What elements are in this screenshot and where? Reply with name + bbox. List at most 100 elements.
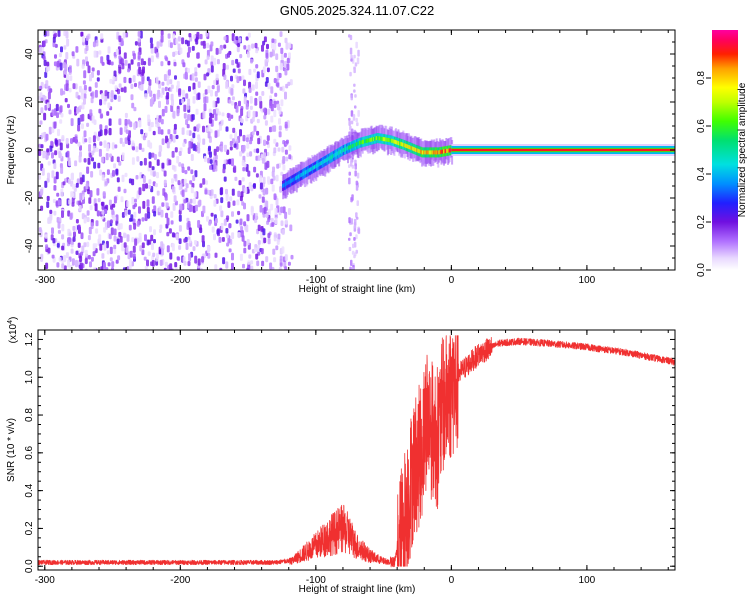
noise-cell [85, 183, 89, 190]
noise-cell [130, 59, 134, 65]
spike-cell [350, 58, 353, 62]
noise-cell [53, 121, 57, 129]
noise-cell [192, 132, 196, 139]
noise-cell [42, 55, 46, 60]
spike-cell [348, 117, 351, 121]
noise-cell [192, 34, 196, 39]
noise-cell [161, 202, 165, 207]
noise-cell [213, 162, 217, 170]
colorbar-tick-label: 0.4 [696, 167, 707, 181]
noise-cell [105, 153, 109, 161]
noise-cell [38, 148, 42, 156]
noise-cell [187, 166, 191, 171]
noise-cell [79, 105, 82, 110]
noise-cell [100, 33, 104, 40]
noise-cell [54, 43, 58, 48]
noise-cell [188, 239, 192, 244]
noise-cell [135, 175, 139, 180]
noise-cell [242, 144, 246, 152]
noise-cell [77, 124, 81, 132]
noise-cell [280, 206, 284, 213]
noise-cell [210, 212, 214, 217]
noise-cell [160, 30, 164, 36]
noise-cell [142, 200, 146, 209]
noise-cell [126, 234, 130, 242]
noise-cell [110, 61, 114, 66]
noise-cell [100, 56, 104, 64]
noise-cell [158, 206, 162, 213]
noise-cell [167, 60, 171, 66]
noise-cell [99, 243, 103, 251]
noise-cell [184, 170, 188, 175]
noise-cell [254, 212, 258, 220]
noise-cell [46, 201, 50, 208]
noise-cell [136, 220, 140, 227]
noise-cell [53, 162, 57, 170]
snr-xtick-label: -200 [170, 575, 190, 586]
noise-cell [164, 193, 168, 201]
noise-cell [64, 63, 68, 72]
noise-cell [101, 156, 104, 163]
noise-cell [194, 255, 198, 264]
noise-cell [89, 261, 92, 268]
noise-cell [64, 98, 68, 103]
noise-cell [235, 219, 239, 224]
noise-cell [137, 37, 141, 43]
noise-cell [118, 231, 122, 238]
noise-cell [197, 137, 201, 144]
noise-cell [141, 249, 145, 256]
noise-cell [213, 199, 217, 207]
noise-cell [113, 94, 117, 100]
spectrogram-xlabel: Height of straight line (km) [299, 284, 416, 295]
noise-cell [273, 109, 277, 118]
noise-cell [219, 267, 223, 270]
noise-cell [208, 145, 211, 152]
noise-cell [118, 83, 122, 88]
noise-cell [125, 31, 129, 38]
noise-cell [228, 248, 232, 253]
noise-cell [288, 154, 292, 160]
noise-cell [242, 263, 245, 269]
noise-cell [239, 151, 243, 157]
noise-cell [205, 96, 209, 104]
noise-cell [68, 199, 72, 205]
noise-cell [98, 234, 102, 242]
noise-cell [121, 212, 125, 218]
noise-cell [113, 235, 117, 242]
noise-cell [77, 95, 81, 100]
noise-cell [107, 220, 110, 228]
noise-cell [116, 156, 120, 163]
noise-cell [261, 196, 265, 203]
noise-cell [153, 239, 156, 244]
noise-cell [228, 223, 232, 229]
noise-cell [108, 233, 112, 240]
noise-cell [125, 129, 129, 134]
noise-cell [250, 265, 254, 270]
spike-cell [356, 172, 360, 179]
noise-cell [275, 53, 279, 60]
noise-cell [208, 117, 212, 124]
noise-cell [271, 48, 275, 57]
spike-cell [349, 47, 353, 55]
noise-cell [263, 115, 267, 120]
spike-cell [355, 180, 359, 186]
noise-cell [157, 126, 161, 135]
noise-cell [81, 35, 85, 43]
noise-cell [269, 262, 273, 270]
spike-cell [355, 41, 358, 49]
colorbar: 0.0 0.2 0.4 0.6 0.8 Normalized spectral ampl… [696, 30, 748, 277]
noise-cell [165, 202, 169, 209]
noise-cell [192, 82, 196, 91]
noise-cell [266, 67, 270, 73]
noise-cell [227, 52, 230, 58]
noise-cell [117, 186, 121, 192]
noise-cell [176, 109, 180, 117]
noise-cell [110, 227, 114, 236]
noise-cell [243, 79, 246, 87]
noise-cell [223, 36, 227, 41]
noise-cell [66, 150, 70, 158]
noise-cell [267, 233, 271, 239]
noise-cell [278, 72, 282, 78]
noise-cell [43, 112, 47, 121]
noise-cell [249, 139, 253, 145]
